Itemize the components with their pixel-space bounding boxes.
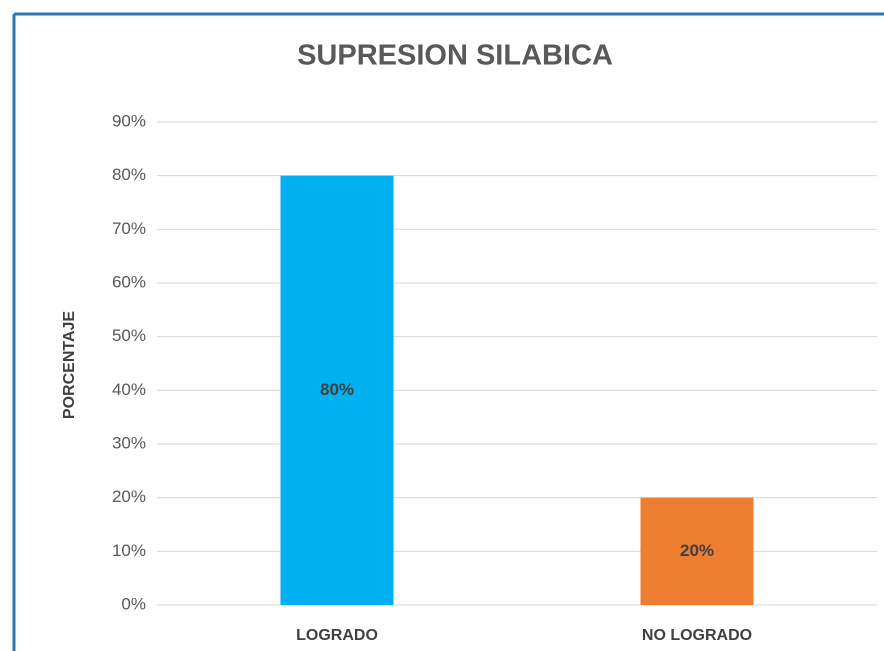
chart-title: SUPRESION SILABICA xyxy=(297,40,613,72)
y-tick-label: 70% xyxy=(112,219,146,238)
y-axis-label: PORCENTAJE xyxy=(61,311,78,419)
bar xyxy=(640,497,754,605)
y-tick-label: 60% xyxy=(112,272,146,291)
bar xyxy=(280,175,394,605)
x-tick-label: NO LOGRADO xyxy=(642,627,752,644)
y-tick-label: 50% xyxy=(112,326,146,345)
data-label: 20% xyxy=(680,541,714,560)
y-tick-label: 80% xyxy=(112,165,146,184)
x-tick-label: LOGRADO xyxy=(296,627,378,644)
y-tick-label: 40% xyxy=(112,380,146,399)
y-tick-label: 0% xyxy=(121,594,146,613)
y-tick-label: 90% xyxy=(112,111,146,130)
y-tick-label: 30% xyxy=(112,433,146,452)
data-label: 80% xyxy=(320,380,354,399)
y-tick-label: 10% xyxy=(112,541,146,560)
y-tick-label: 20% xyxy=(112,487,146,506)
